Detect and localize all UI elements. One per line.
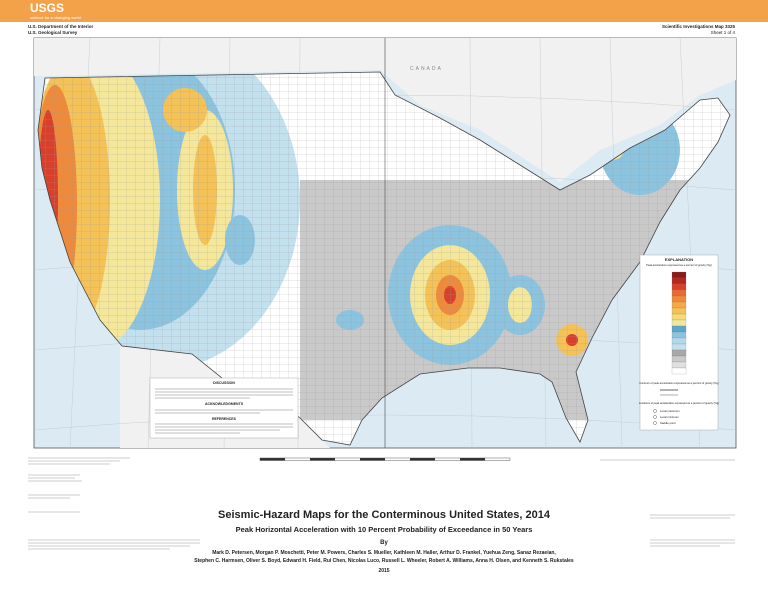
authors: Mark D. Petersen, Morgan P. Moschetti, P… — [212, 550, 556, 556]
legend-heading: EXPLANATION — [665, 257, 693, 262]
map-title: Seismic-Hazard Maps for the Conterminous… — [218, 509, 551, 521]
legend-caption: Peak acceleration expressed as a percent… — [646, 263, 712, 267]
fine-print — [28, 457, 735, 550]
legend-swatches — [671, 271, 687, 375]
tagline: science for a changing world — [30, 15, 81, 20]
map-subtitle: Peak Horizontal Acceleration with 10 Per… — [236, 525, 533, 534]
scale-bar — [259, 457, 511, 461]
legend-symbol — [653, 415, 657, 419]
legend-symbol-label: Local minimum — [660, 415, 679, 419]
us-outline — [37, 71, 731, 446]
notes-heading: REFERENCES — [212, 417, 237, 421]
sheet: Sheet 1 of 4 — [711, 30, 736, 35]
legend-caption: Locations of peak acceleration expressed… — [639, 401, 719, 405]
notes-box — [149, 377, 299, 439]
notes-text — [155, 388, 293, 434]
legend-symbol — [653, 421, 657, 425]
legend-symbol-label: Local maximum — [660, 409, 680, 413]
notes-heading: DISCUSSION — [213, 381, 235, 385]
department: U.S. Department of the Interior — [28, 24, 94, 29]
by-line: By — [380, 540, 388, 546]
year: 2015 — [378, 568, 389, 574]
agency: USGS — [30, 1, 64, 15]
country-label: CANADA — [410, 66, 443, 72]
authors: Stephen C. Harmsen, Oliver S. Boyd, Edwa… — [194, 558, 574, 564]
legend-symbol — [653, 409, 657, 413]
notes-heading: ACKNOWLEDGMENTS — [205, 402, 244, 406]
legend-caption: Contours of peak acceleration expressed … — [639, 381, 719, 385]
header-bar — [0, 0, 768, 22]
canada-land — [34, 38, 736, 182]
series: Scientific Investigations Map 3325 — [662, 24, 736, 29]
legend-symbol-label: Saddle point — [660, 421, 676, 425]
survey: U.S. Geological Survey — [28, 30, 78, 35]
